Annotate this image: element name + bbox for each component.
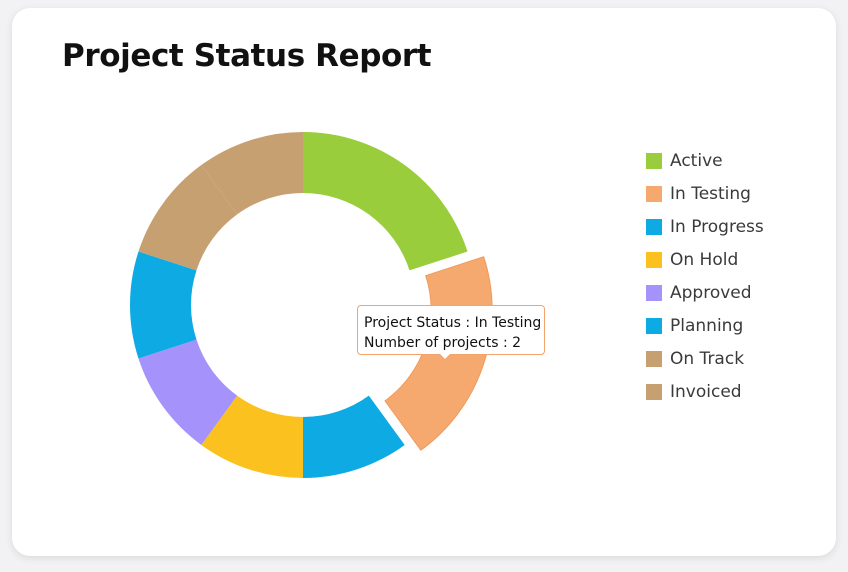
legend-label: On Track: [670, 348, 745, 369]
legend-swatch: [646, 251, 662, 268]
legend-label: Planning: [670, 315, 744, 336]
legend-swatch: [646, 185, 662, 202]
chart-legend: Active In Testing In Progress On Hold Approv…: [646, 144, 764, 408]
donut-slices: [130, 132, 493, 478]
slice-in-progress[interactable]: [303, 395, 405, 478]
legend-label: In Testing: [670, 183, 751, 204]
legend-swatch: [646, 152, 662, 169]
legend-label: In Progress: [670, 216, 764, 237]
slice-planning[interactable]: [130, 251, 197, 359]
legend-item-approved[interactable]: Approved: [646, 276, 764, 309]
legend-swatch: [646, 383, 662, 400]
legend-label: Approved: [670, 282, 752, 303]
legend-label: Invoiced: [670, 381, 742, 402]
slice-active[interactable]: [303, 132, 468, 271]
legend-item-planning[interactable]: Planning: [646, 309, 764, 342]
tooltip-arrow: [438, 353, 452, 361]
legend-swatch: [646, 284, 662, 301]
slice-invoiced[interactable]: [201, 132, 303, 215]
legend-item-on-track[interactable]: On Track: [646, 342, 764, 375]
legend-item-on-hold[interactable]: On Hold: [646, 243, 764, 276]
chart-tooltip: Project Status : In Testing Number of pr…: [357, 305, 545, 355]
slice-on-track[interactable]: [138, 165, 238, 271]
legend-item-in-testing[interactable]: In Testing: [646, 177, 764, 210]
slice-on-hold[interactable]: [201, 395, 303, 478]
legend-item-in-progress[interactable]: In Progress: [646, 210, 764, 243]
legend-item-active[interactable]: Active: [646, 144, 764, 177]
legend-item-invoiced[interactable]: Invoiced: [646, 375, 764, 408]
legend-swatch: [646, 218, 662, 235]
legend-swatch: [646, 350, 662, 367]
legend-label: Active: [670, 150, 723, 171]
legend-label: On Hold: [670, 249, 739, 270]
slice-approved[interactable]: [138, 339, 238, 445]
tooltip-status-line: Project Status : In Testing: [364, 315, 542, 331]
legend-swatch: [646, 317, 662, 334]
tooltip-count-line: Number of projects : 2: [364, 335, 522, 351]
chart-title: Project Status Report: [62, 38, 432, 74]
